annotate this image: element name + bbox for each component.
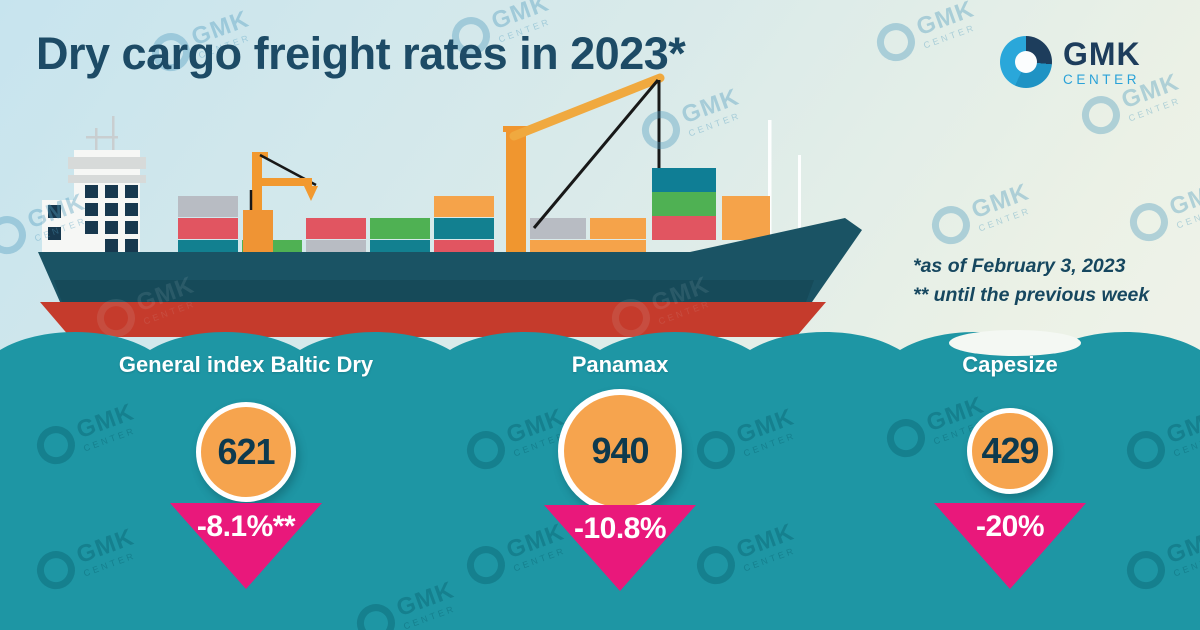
gmk-ring-icon bbox=[1124, 197, 1174, 247]
stat-change: -20% bbox=[975, 510, 1045, 543]
decline-triangle: -8.1%** bbox=[170, 503, 322, 589]
stat-label: Capesize bbox=[962, 352, 1058, 377]
footnotes: *as of February 3, 2023 ** until the pre… bbox=[913, 252, 1149, 310]
footnote-as-of: *as of February 3, 2023 bbox=[913, 255, 1126, 277]
logo-center-label: CENTER bbox=[1063, 71, 1141, 87]
ship-hull-red-bottom bbox=[40, 302, 826, 337]
stat-label: General index Baltic Dry bbox=[118, 352, 374, 377]
gmk-ring-icon bbox=[1076, 90, 1126, 140]
stat-change: -10.8% bbox=[573, 512, 667, 545]
ship-cranes bbox=[243, 73, 665, 252]
stat-value-circle: 429 bbox=[967, 408, 1053, 494]
stat-value-circle: 940 bbox=[558, 389, 682, 513]
stat-label: Panamax bbox=[571, 352, 669, 377]
stat-baltic-dry: General index Baltic Dry 621 -8.1%** bbox=[96, 352, 396, 589]
gmk-logo-text: GMK CENTER bbox=[1063, 38, 1141, 87]
stat-change: -8.1%** bbox=[196, 510, 296, 543]
gmk-center-logo: GMK CENTER bbox=[1000, 36, 1141, 88]
decline-triangle: -20% bbox=[934, 503, 1086, 589]
gmk-ring-icon bbox=[926, 200, 976, 250]
stat-panamax: Panamax 940 -10.8% bbox=[470, 352, 770, 591]
stat-value-circle: 621 bbox=[196, 402, 296, 502]
footnote-period: ** until the previous week bbox=[913, 284, 1150, 306]
stat-capesize: Capesize 429 -20% bbox=[860, 352, 1160, 589]
page-title: Dry cargo freight rates in 2023* bbox=[36, 28, 686, 79]
logo-gmk-label: GMK bbox=[1063, 35, 1141, 72]
gmk-logo-ring-icon bbox=[1000, 36, 1052, 88]
ship-bridge bbox=[42, 150, 146, 252]
ship-masts bbox=[86, 116, 801, 250]
stat-value: 940 bbox=[591, 430, 649, 471]
ship-hull-shade bbox=[54, 280, 814, 302]
cargo-ship-illustration bbox=[38, 73, 862, 337]
stat-value: 429 bbox=[981, 430, 1039, 471]
stat-value: 621 bbox=[217, 431, 275, 472]
decline-triangle: -10.8% bbox=[544, 505, 696, 591]
wave-foam bbox=[949, 330, 1081, 356]
